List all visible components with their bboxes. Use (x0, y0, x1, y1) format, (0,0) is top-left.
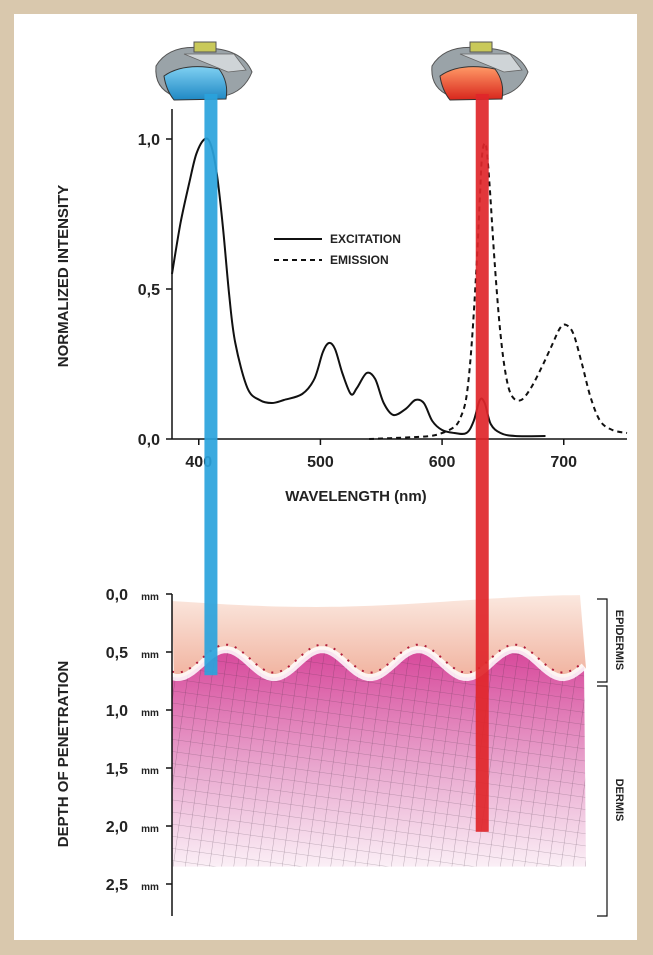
figure-panel: 400 500 600 700 0,0 0,5 1,0 WAVELENGTH (nm) N… (14, 14, 637, 940)
depth-axis-label: DEPTH OF PENETRATION (55, 661, 72, 847)
epidermis-bracket (597, 598, 608, 683)
dermis-label: DERMIS (613, 779, 625, 822)
layer-brackets: EPIDERMIS DERMIS (597, 598, 625, 917)
depth-tick-unit: mm (141, 824, 159, 835)
y-tick-label: 1,0 (138, 132, 160, 149)
depth-tick-value: 2,0 (106, 819, 128, 836)
dermis-mesh (172, 649, 586, 867)
depth-tick-unit: mm (141, 708, 159, 719)
legend-emission-label: EMISSION (330, 253, 389, 267)
dermal-epidermal-junction (171, 646, 587, 682)
dermis-bracket (597, 685, 608, 917)
x-tick-label: 700 (550, 454, 577, 471)
x-tick-label: 500 (307, 454, 334, 471)
spectrum-chart: 400 500 600 700 0,00,51,0 WAVELENGTH (nm) N… (55, 109, 628, 505)
blue-light-bar (204, 94, 218, 676)
figure-svg: 400 500 600 700 0,00,51,0 WAVELENGTH (nm) N… (55, 41, 628, 917)
spectrum-x-axis-label: WAVELENGTH (nm) (285, 488, 426, 505)
depth-tick-value: 2,5 (106, 877, 128, 894)
chart-legend: EXCITATION EMISSION (274, 232, 401, 267)
x-tick-label: 600 (429, 454, 456, 471)
depth-tick-value: 1,0 (106, 703, 128, 720)
excitation-line (171, 137, 546, 438)
spectrum-y-axis-label: NORMALIZED INTENSITY (55, 185, 72, 368)
depth-tick-unit: mm (141, 882, 159, 893)
red-light-bar (475, 94, 489, 832)
depth-chart: 0,0 mm 0,5 mm 1,0 mm 1,5 mm 2,0 mm 2,5 mm DEPTH OF … (55, 587, 625, 917)
depth-tick-unit: mm (141, 592, 159, 603)
depth-tick-value: 0,0 (106, 587, 128, 604)
skin-cross-section (171, 595, 587, 867)
y-tick-label: 0,0 (138, 432, 160, 449)
legend-excitation-label: EXCITATION (330, 232, 401, 246)
blue-lamp-device-icon (155, 41, 253, 101)
red-lamp-device-icon (431, 41, 529, 101)
depth-tick-value: 1,5 (106, 761, 128, 778)
emission-line (369, 142, 628, 440)
depth-tick-unit: mm (141, 650, 159, 661)
y-tick-label: 0,5 (138, 282, 160, 299)
junction-capillaries (171, 643, 585, 674)
depth-tick-unit: mm (141, 766, 159, 777)
epidermis-label: EPIDERMIS (613, 610, 625, 671)
depth-tick-value: 0,5 (106, 645, 128, 662)
